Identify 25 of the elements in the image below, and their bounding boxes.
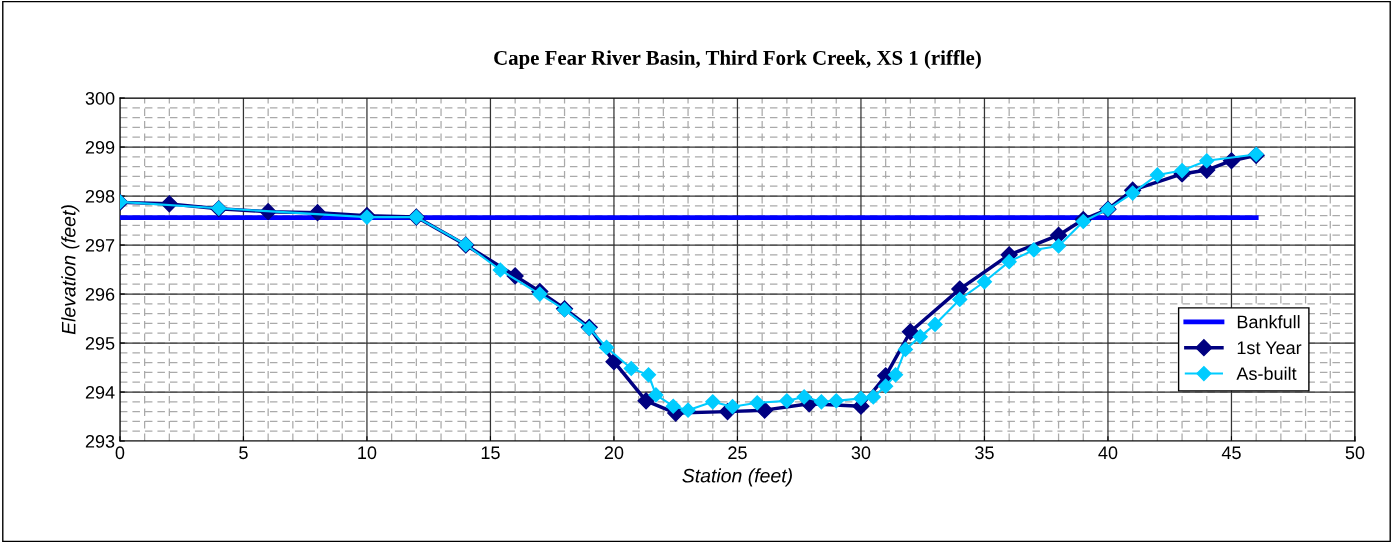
x-tick-label: 45	[1221, 446, 1241, 460]
x-tick-label: 30	[851, 446, 871, 460]
x-tick-label: 35	[975, 446, 994, 460]
y-tick-label: 300	[85, 91, 115, 105]
y-tick-label: 296	[85, 287, 115, 301]
y-tick-label: 293	[85, 434, 115, 448]
y-tick-label: 298	[85, 189, 115, 203]
legend-label: 1st Year	[1237, 341, 1302, 355]
x-tick-label: 10	[358, 446, 377, 460]
chart-title: Cape Fear River Basin, Third Fork Creek, XS 1 (riffle)	[494, 50, 981, 70]
x-tick-label: 40	[1098, 446, 1118, 460]
y-tick-label: 294	[85, 385, 115, 399]
x-tick-label: 50	[1345, 446, 1365, 460]
legend-label: As-built	[1236, 366, 1297, 381]
x-axis-title: Station (feet)	[682, 468, 792, 487]
x-tick-label: 25	[728, 446, 747, 460]
legend-label: Bankfull	[1237, 315, 1300, 329]
y-tick-label: 299	[85, 140, 115, 154]
x-tick-label: 5	[239, 446, 248, 460]
y-tick-label: 297	[85, 238, 115, 252]
x-tick-label: 15	[481, 446, 500, 460]
x-tick-label: 0	[115, 446, 125, 460]
y-tick-label: 295	[85, 336, 115, 350]
y-axis-title: Elevation (feet)	[61, 205, 80, 335]
x-tick-label: 20	[604, 446, 624, 460]
